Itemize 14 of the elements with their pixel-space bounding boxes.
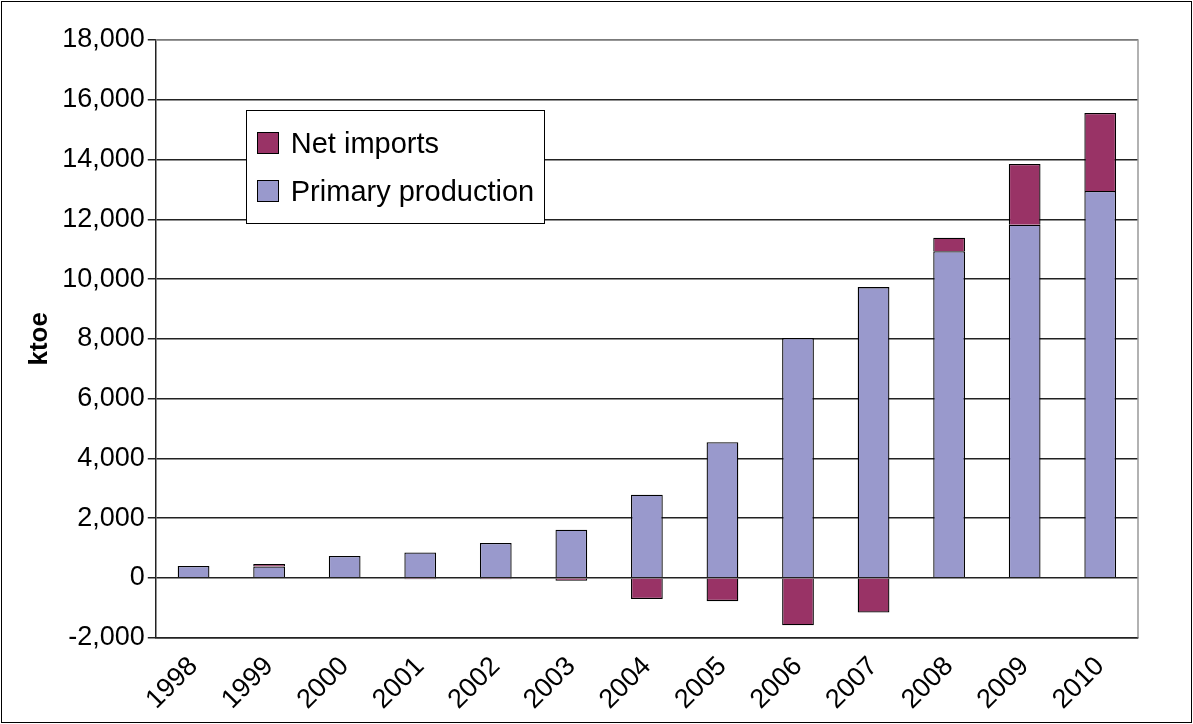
y-tick-label: 16,000 — [62, 83, 145, 114]
y-tick-label: 8,000 — [77, 322, 145, 353]
y-tick-label: 6,000 — [77, 382, 145, 413]
y-tick-label: 12,000 — [62, 202, 145, 233]
y-tick-label: 18,000 — [62, 23, 145, 54]
legend-label: Primary production — [290, 174, 535, 209]
y-tick-label: 10,000 — [62, 262, 145, 293]
legend-label: Net imports — [290, 126, 440, 161]
y-tick-label: 0 — [129, 561, 145, 592]
y-axis-title: ktoe — [22, 312, 53, 366]
y-tick-label: 4,000 — [77, 441, 145, 472]
y-tick-label: 2,000 — [77, 501, 145, 532]
y-tick-label: 14,000 — [62, 142, 145, 173]
y-tick-label: -2,000 — [68, 621, 145, 652]
